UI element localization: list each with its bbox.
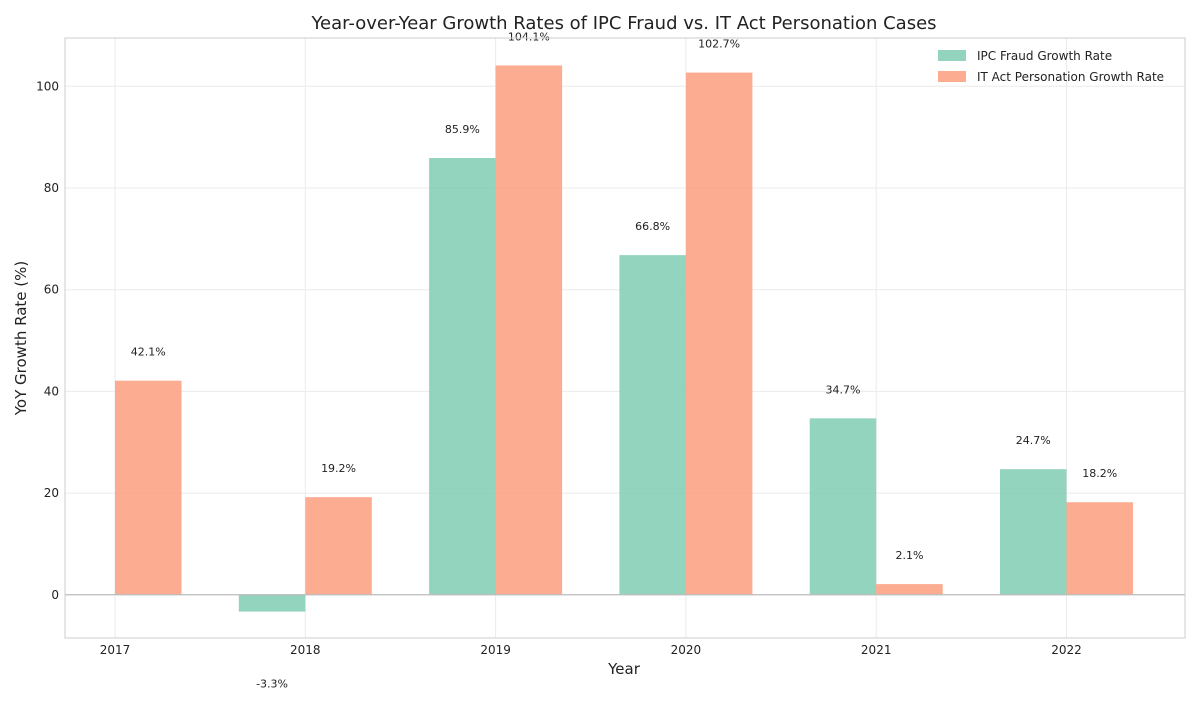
it-act-personation-bar [305,497,372,595]
y-axis-title: YoY Growth Rate (%) [12,261,30,416]
plot-area: 0 20 40 60 80 100 -3.3% 85.9% 66.8% 34.7% 24.7% 42.… [36,30,1186,691]
bar-value-label: 34.7% [825,383,860,396]
y-tick-label: 80 [44,181,59,195]
bar-value-label: 85.9% [445,123,480,136]
x-tick-label: 2019 [480,643,511,657]
legend-label: IPC Fraud Growth Rate [977,49,1112,63]
y-tick-label: 40 [44,384,59,398]
chart-title: Year-over-Year Growth Rates of IPC Fraud… [310,13,936,34]
bar-value-label: 104.1% [508,30,550,43]
bar-value-label: 24.7% [1016,434,1051,447]
bar-value-label: 66.8% [635,220,670,233]
bar-value-label: 2.1% [895,549,923,562]
ipc-fraud-bar [809,418,877,595]
y-tick-label: 100 [36,79,59,93]
y-tick-label: 0 [51,588,59,602]
bar-value-label: 18.2% [1082,467,1117,480]
legend: IPC Fraud Growth Rate IT Act Personation … [938,49,1164,84]
plot-frame [64,37,1186,639]
x-axis-title: Year [607,660,641,678]
it-act-personation-bar [685,72,753,595]
it-act-personation-bar [876,584,943,595]
x-tick-label: 2022 [1051,643,1082,657]
ipc-fraud-bar [429,158,496,595]
it-act-personation-bar [495,65,563,595]
y-tick-label: 60 [44,283,59,297]
legend-swatch [938,71,966,82]
x-tick-label: 2018 [290,643,321,657]
y-tick-label: 20 [44,486,59,500]
x-tick-label: 2021 [861,643,892,657]
it-act-personation-bar [1066,502,1133,595]
legend-label: IT Act Personation Growth Rate [977,70,1164,84]
x-tick-label: 2020 [671,643,702,657]
bar-value-label: 102.7% [698,38,740,51]
bar-value-label: -3.3% [256,678,288,691]
ipc-fraud-bar [619,255,686,595]
it-act-personation-bar [115,380,182,595]
x-tick-label: 2017 [100,643,131,657]
ipc-fraud-bar [238,594,306,612]
ipc-fraud-bar [1000,469,1067,595]
bar-value-label: 19.2% [321,462,356,475]
legend-swatch [938,50,966,61]
bar-value-label: 42.1% [131,346,166,359]
